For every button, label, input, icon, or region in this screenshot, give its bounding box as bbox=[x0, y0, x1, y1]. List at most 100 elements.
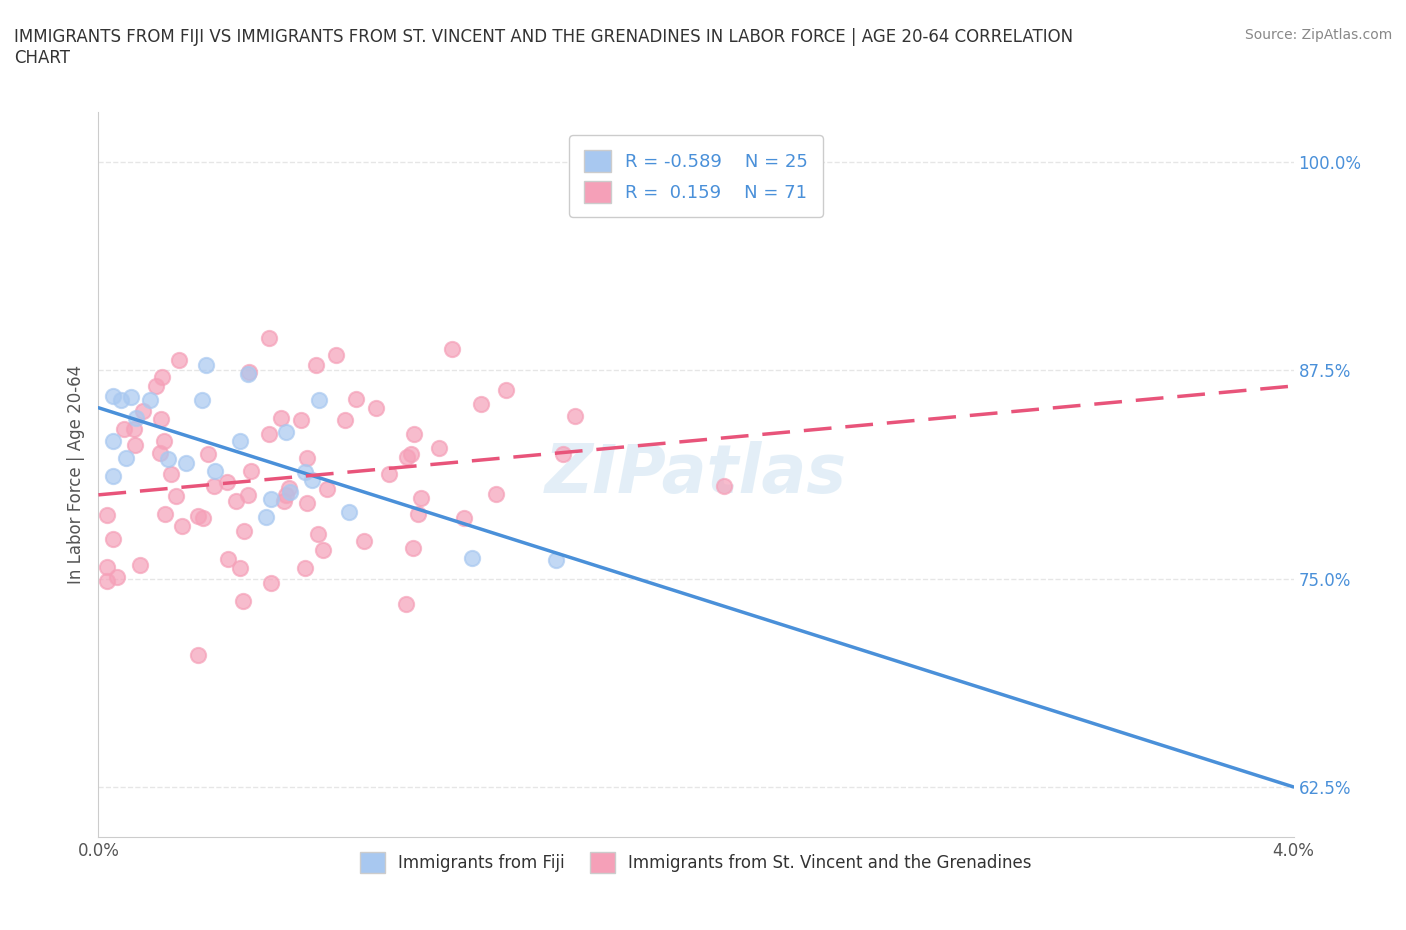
Point bbox=[193, 510, 215, 525]
Point bbox=[460, 551, 482, 565]
Point bbox=[406, 506, 429, 521]
Point bbox=[378, 466, 401, 481]
Text: ZIPatlas: ZIPatlas bbox=[546, 442, 846, 507]
Point bbox=[344, 392, 367, 406]
Point bbox=[96, 559, 118, 574]
Point bbox=[215, 474, 238, 489]
Point bbox=[402, 426, 425, 441]
Text: Source: ZipAtlas.com: Source: ZipAtlas.com bbox=[1244, 28, 1392, 42]
Point bbox=[145, 379, 167, 393]
Point bbox=[165, 489, 187, 504]
Point bbox=[395, 596, 418, 611]
Point bbox=[229, 561, 252, 576]
Text: IMMIGRANTS FROM FIJI VS IMMIGRANTS FROM ST. VINCENT AND THE GRENADINES IN LABOR : IMMIGRANTS FROM FIJI VS IMMIGRANTS FROM … bbox=[14, 28, 1073, 67]
Point bbox=[232, 524, 254, 538]
Point bbox=[103, 389, 125, 404]
Point bbox=[485, 486, 508, 501]
Point bbox=[103, 469, 125, 484]
Point bbox=[546, 553, 568, 568]
Point bbox=[139, 392, 162, 407]
Point bbox=[120, 390, 142, 405]
Point bbox=[238, 366, 260, 381]
Point bbox=[301, 472, 323, 487]
Point bbox=[197, 446, 219, 461]
Point bbox=[194, 357, 217, 372]
Point bbox=[152, 370, 174, 385]
Point bbox=[274, 425, 297, 440]
Point bbox=[470, 396, 492, 411]
Point bbox=[204, 463, 226, 478]
Point bbox=[337, 505, 360, 520]
Point bbox=[187, 647, 209, 662]
Point bbox=[278, 481, 301, 496]
Point bbox=[240, 463, 263, 478]
Point bbox=[115, 451, 138, 466]
Point bbox=[307, 527, 329, 542]
Point bbox=[174, 456, 197, 471]
Y-axis label: In Labor Force | Age 20-64: In Labor Force | Age 20-64 bbox=[66, 365, 84, 584]
Point bbox=[190, 392, 212, 407]
Point bbox=[364, 401, 387, 416]
Point bbox=[153, 434, 176, 449]
Point bbox=[236, 487, 259, 502]
Point bbox=[257, 426, 280, 441]
Point bbox=[270, 411, 292, 426]
Point bbox=[96, 573, 118, 588]
Point bbox=[441, 341, 464, 356]
Point bbox=[453, 511, 475, 525]
Point bbox=[294, 561, 316, 576]
Point bbox=[159, 467, 181, 482]
Point bbox=[229, 433, 252, 448]
Point bbox=[399, 446, 422, 461]
Point bbox=[495, 383, 517, 398]
Point bbox=[295, 450, 318, 465]
Point bbox=[105, 569, 128, 584]
Point bbox=[217, 552, 239, 567]
Point bbox=[187, 509, 209, 524]
Point bbox=[128, 557, 150, 572]
Point bbox=[96, 508, 118, 523]
Point bbox=[315, 482, 337, 497]
Point bbox=[149, 445, 172, 460]
Point bbox=[294, 465, 316, 480]
Point bbox=[305, 358, 328, 373]
Point bbox=[295, 496, 318, 511]
Point bbox=[254, 510, 277, 525]
Point bbox=[225, 494, 247, 509]
Point bbox=[325, 347, 347, 362]
Point bbox=[125, 411, 148, 426]
Point bbox=[333, 412, 356, 427]
Point bbox=[713, 479, 735, 494]
Point bbox=[103, 433, 125, 448]
Point bbox=[101, 532, 124, 547]
Point bbox=[170, 519, 193, 534]
Point bbox=[564, 408, 586, 423]
Point bbox=[551, 446, 574, 461]
Point bbox=[402, 540, 425, 555]
Point bbox=[409, 491, 432, 506]
Point bbox=[202, 479, 225, 494]
Point bbox=[260, 491, 283, 506]
Point bbox=[290, 413, 312, 428]
Point bbox=[353, 533, 375, 548]
Point bbox=[149, 412, 172, 427]
Point bbox=[157, 452, 180, 467]
Point bbox=[167, 352, 190, 367]
Point bbox=[110, 393, 132, 408]
Point bbox=[274, 487, 297, 502]
Point bbox=[153, 507, 176, 522]
Point bbox=[396, 450, 419, 465]
Point bbox=[260, 576, 283, 591]
Point bbox=[257, 330, 280, 345]
Point bbox=[312, 543, 335, 558]
Point bbox=[238, 365, 260, 379]
Point bbox=[122, 421, 145, 436]
Point bbox=[308, 393, 330, 408]
Point bbox=[112, 421, 135, 436]
Point bbox=[273, 494, 295, 509]
Point bbox=[231, 593, 253, 608]
Point bbox=[278, 485, 301, 499]
Point bbox=[427, 440, 450, 455]
Legend: Immigrants from Fiji, Immigrants from St. Vincent and the Grenadines: Immigrants from Fiji, Immigrants from St… bbox=[353, 845, 1039, 880]
Point bbox=[132, 404, 155, 418]
